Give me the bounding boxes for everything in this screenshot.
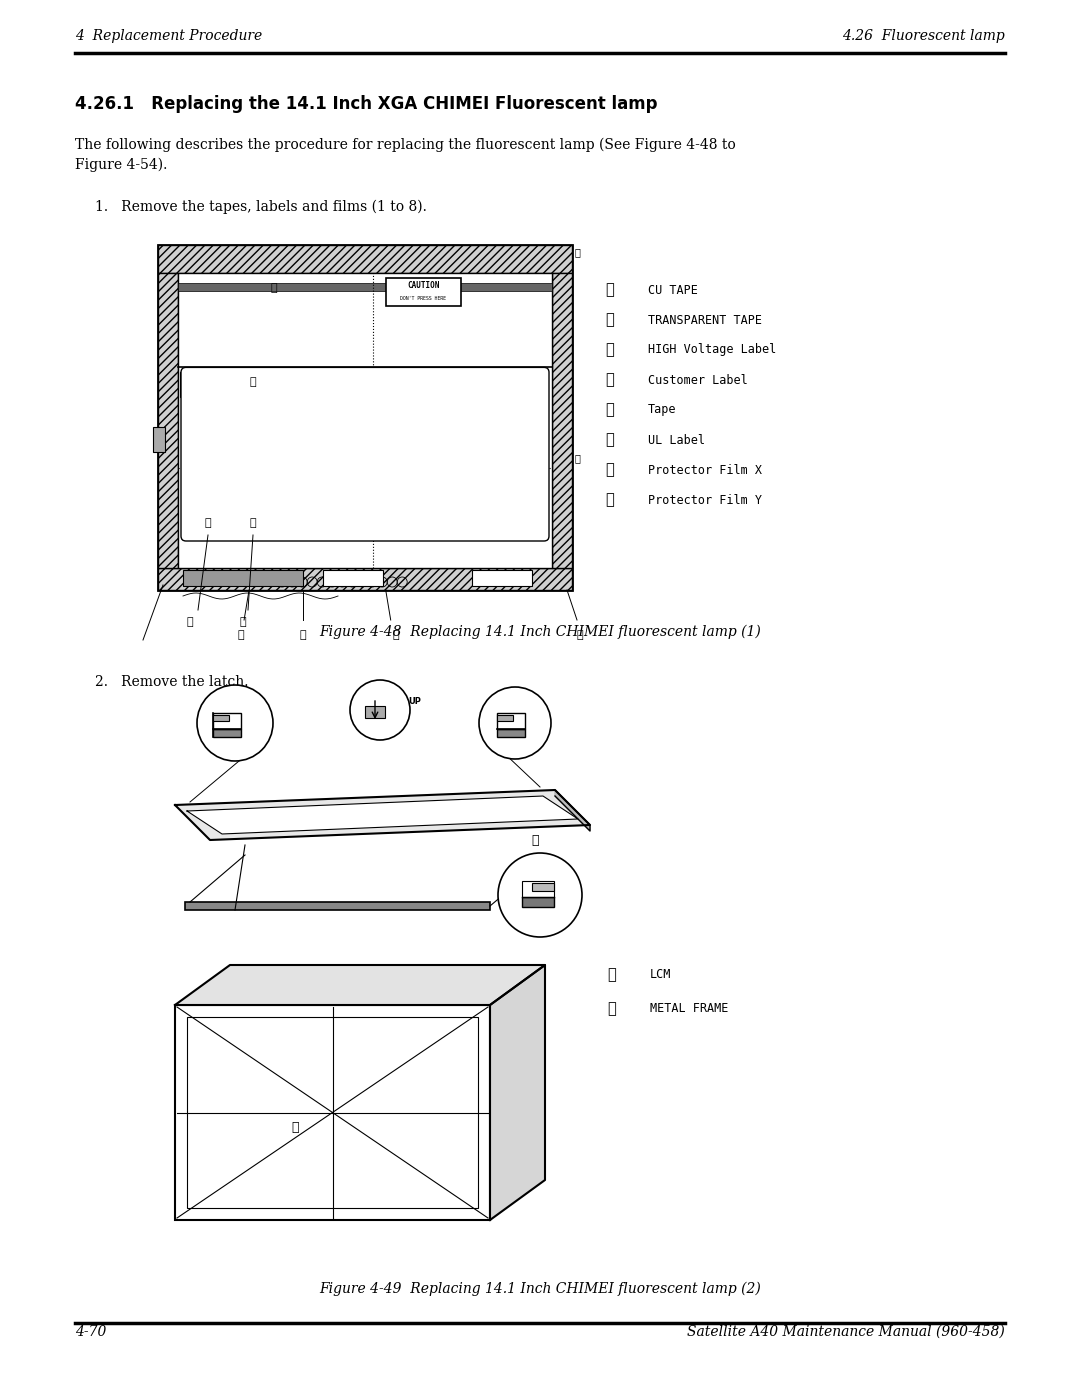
Text: Protector Film Y: Protector Film Y — [648, 493, 762, 507]
Bar — [365, 705, 384, 718]
Bar — [522, 897, 554, 907]
Text: ④: ④ — [606, 373, 615, 387]
Bar — [158, 244, 572, 272]
Text: ①: ① — [291, 1120, 298, 1134]
Text: CAUTION: CAUTION — [407, 281, 440, 291]
Bar — [183, 570, 303, 585]
Bar — [497, 729, 525, 738]
Text: ⑤: ⑤ — [577, 630, 583, 640]
Polygon shape — [175, 965, 545, 1004]
Bar — [532, 883, 554, 891]
Text: CU TAPE: CU TAPE — [648, 284, 698, 296]
Polygon shape — [555, 789, 590, 831]
Polygon shape — [490, 965, 545, 1220]
Text: ⑥: ⑥ — [606, 433, 615, 447]
Text: The following describes the procedure for replacing the fluorescent lamp (See Fi: The following describes the procedure fo… — [75, 138, 735, 152]
Text: ⑤: ⑤ — [575, 249, 580, 257]
Text: ③: ③ — [187, 617, 193, 627]
Bar — [497, 712, 525, 729]
Bar — [213, 712, 241, 729]
Text: ⑧: ⑧ — [575, 454, 580, 464]
Text: Figure 4-48  Replacing 14.1 Inch CHIMEI fluorescent lamp (1): Figure 4-48 Replacing 14.1 Inch CHIMEI f… — [319, 624, 761, 640]
Bar — [386, 278, 461, 306]
Polygon shape — [187, 796, 578, 834]
Bar — [178, 284, 552, 291]
Polygon shape — [175, 789, 590, 840]
Bar — [497, 715, 513, 721]
Bar — [522, 882, 554, 897]
Text: ⑤: ⑤ — [606, 402, 615, 416]
Text: Figure 4-54).: Figure 4-54). — [75, 158, 167, 172]
Bar — [213, 715, 229, 721]
Text: TRANSPARENT TAPE: TRANSPARENT TAPE — [648, 313, 762, 327]
Text: Customer Label: Customer Label — [648, 373, 747, 387]
Text: Figure 4-49  Replacing 14.1 Inch CHIMEI fluorescent lamp (2): Figure 4-49 Replacing 14.1 Inch CHIMEI f… — [319, 1282, 761, 1296]
Text: UL Label: UL Label — [648, 433, 705, 447]
Text: DON'T PRESS HERE: DON'T PRESS HERE — [401, 296, 446, 300]
Bar — [178, 272, 552, 569]
Text: LCM: LCM — [650, 968, 672, 982]
Text: ①: ① — [606, 284, 615, 298]
Text: ⑦: ⑦ — [606, 462, 615, 476]
Text: ②: ② — [608, 1002, 617, 1016]
Text: 2.   Remove the latch.: 2. Remove the latch. — [95, 675, 248, 689]
Circle shape — [197, 685, 273, 761]
Text: ④: ④ — [392, 630, 399, 640]
Text: ⑥: ⑥ — [249, 518, 256, 528]
Text: HIGH Voltage Label: HIGH Voltage Label — [648, 344, 777, 356]
Text: ③: ③ — [606, 344, 615, 358]
Bar — [552, 272, 572, 569]
Text: 4.26  Fluorescent lamp: 4.26 Fluorescent lamp — [842, 29, 1005, 43]
Text: ⑦: ⑦ — [249, 377, 256, 387]
Text: ⑥: ⑥ — [240, 617, 246, 627]
Bar — [183, 372, 313, 390]
Text: ⑧: ⑧ — [606, 493, 615, 507]
Text: 4-70: 4-70 — [75, 1324, 106, 1338]
Bar — [323, 570, 383, 585]
Text: ①: ① — [238, 630, 244, 640]
Text: METAL FRAME: METAL FRAME — [650, 1003, 728, 1016]
Bar — [153, 427, 165, 453]
Bar — [158, 244, 572, 590]
Text: ②: ② — [606, 313, 615, 327]
Bar — [187, 1017, 478, 1208]
Text: ①: ① — [608, 968, 617, 982]
Text: Protector Film X: Protector Film X — [648, 464, 762, 476]
FancyBboxPatch shape — [181, 367, 549, 541]
Text: Tape: Tape — [648, 404, 676, 416]
Text: ①: ① — [271, 284, 278, 293]
Text: 4  Replacement Procedure: 4 Replacement Procedure — [75, 29, 262, 43]
Bar — [185, 902, 490, 909]
Text: 1.   Remove the tapes, labels and films (1 to 8).: 1. Remove the tapes, labels and films (1… — [95, 200, 427, 214]
Circle shape — [480, 687, 551, 759]
Bar — [158, 569, 572, 590]
Bar — [158, 272, 178, 569]
Text: UP: UP — [408, 697, 421, 707]
Bar — [472, 570, 532, 585]
Bar — [213, 729, 241, 738]
Text: ③: ③ — [205, 518, 212, 528]
Bar — [180, 373, 208, 397]
Text: Satellite A40 Maintenance Manual (960-458): Satellite A40 Maintenance Manual (960-45… — [687, 1324, 1005, 1338]
Text: 4.26.1   Replacing the 14.1 Inch XGA CHIMEI Fluorescent lamp: 4.26.1 Replacing the 14.1 Inch XGA CHIME… — [75, 95, 658, 113]
Bar — [175, 1004, 490, 1220]
Circle shape — [498, 854, 582, 937]
Circle shape — [350, 680, 410, 740]
Text: ②: ② — [299, 630, 307, 640]
Text: ②: ② — [531, 834, 539, 848]
